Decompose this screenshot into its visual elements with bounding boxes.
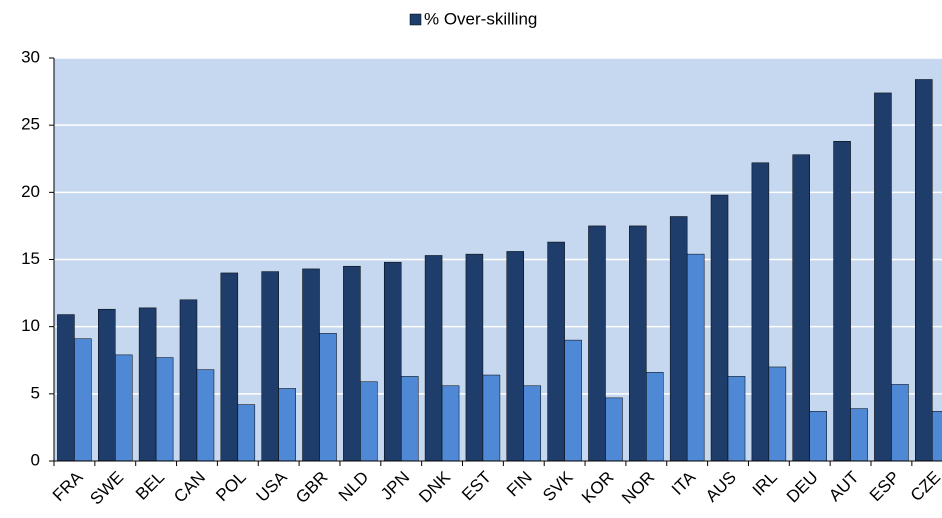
- bar: [523, 385, 542, 462]
- x-tick-label: IRL: [749, 468, 781, 500]
- x-tick-label: USA: [253, 467, 292, 506]
- bar: [932, 411, 942, 462]
- x-tick-label: BEL: [132, 468, 168, 504]
- x-tick-label: DEU: [783, 468, 822, 507]
- bar: [768, 366, 787, 462]
- x-tick-label: SWE: [86, 468, 127, 509]
- bar: [441, 385, 460, 462]
- bar: [138, 307, 157, 462]
- x-tick-label: JPN: [377, 468, 413, 504]
- bar: [727, 376, 746, 462]
- x-tick-label: FRA: [49, 467, 87, 505]
- x-tick-label: KOR: [578, 468, 617, 507]
- bar: [302, 268, 320, 462]
- x-tick-label: DNK: [415, 467, 454, 506]
- x-tick-label: CAN: [170, 468, 209, 507]
- y-tick-label: 20: [21, 182, 40, 201]
- legend-swatch: [409, 13, 422, 26]
- bar: [547, 241, 565, 462]
- bar: [809, 411, 827, 462]
- bar: [850, 408, 868, 462]
- bar: [319, 333, 337, 462]
- bar: [220, 272, 239, 462]
- bar: [686, 253, 705, 462]
- x-tick-label: CZE: [907, 468, 942, 505]
- bar: [482, 374, 501, 462]
- y-tick-label: 5: [31, 383, 40, 402]
- x-tick-label: ITA: [668, 467, 700, 499]
- x-tick-label: AUS: [702, 468, 740, 506]
- bar: [506, 251, 525, 462]
- bar: [400, 376, 419, 462]
- bar: [155, 357, 174, 462]
- y-tick-label: 30: [21, 47, 40, 66]
- bar: [196, 369, 215, 462]
- bar: [588, 225, 606, 462]
- bar: [833, 141, 851, 462]
- bar: [424, 255, 443, 462]
- bar: [874, 92, 892, 462]
- x-tick-label: NOR: [618, 468, 658, 508]
- bar: [237, 404, 256, 462]
- bar: [646, 372, 664, 462]
- x-tick-label: POL: [212, 468, 249, 505]
- bar: [792, 154, 810, 462]
- x-tick-label: EST: [458, 468, 495, 505]
- legend-label: % Over-skilling: [424, 9, 537, 28]
- x-tick-label: NLD: [335, 468, 372, 505]
- bar: [278, 388, 296, 462]
- bar: [383, 261, 402, 462]
- bar: [891, 384, 909, 462]
- x-tick-label: SVK: [539, 467, 577, 505]
- bar: [98, 308, 116, 462]
- bar: [605, 397, 623, 462]
- x-tick-label: ESP: [866, 468, 903, 505]
- y-tick-label: 15: [21, 249, 40, 268]
- bar: [360, 381, 378, 462]
- y-tick-label: 0: [31, 450, 40, 469]
- bar: [57, 314, 75, 462]
- y-tick-label: 10: [21, 316, 40, 335]
- bar: [74, 338, 92, 462]
- x-tick-label: GBR: [292, 468, 331, 507]
- y-tick-label: 25: [21, 115, 40, 134]
- bar: [343, 265, 361, 462]
- bar: [261, 271, 279, 462]
- x-tick-label: FIN: [503, 468, 536, 501]
- bar: [915, 79, 933, 462]
- bar: [115, 354, 133, 462]
- bar: [564, 339, 582, 462]
- bar: [629, 225, 647, 462]
- x-tick-label: AUT: [825, 468, 862, 505]
- bar: [465, 253, 484, 462]
- bar: [669, 216, 688, 462]
- bar: [751, 162, 770, 462]
- bar: [710, 194, 729, 462]
- bar: [179, 299, 198, 462]
